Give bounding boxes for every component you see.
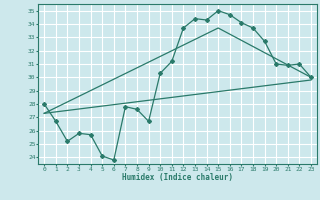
X-axis label: Humidex (Indice chaleur): Humidex (Indice chaleur)	[122, 173, 233, 182]
